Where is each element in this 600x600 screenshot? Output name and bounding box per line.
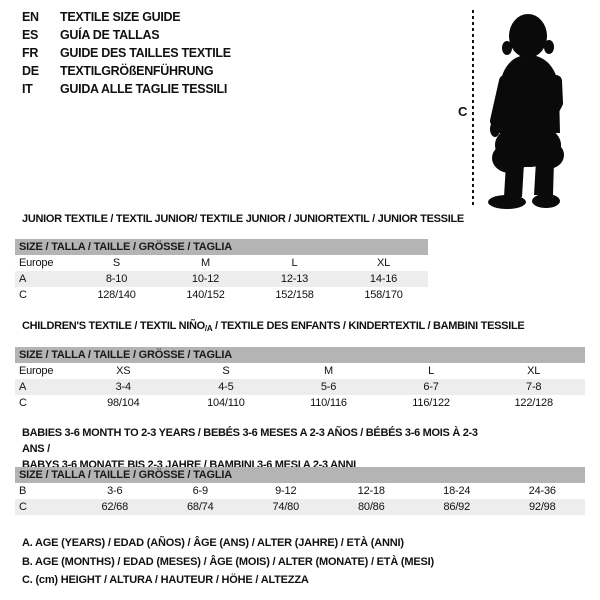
- title-text: CHILDREN'S TEXTILE / TEXTIL NIÑO: [22, 320, 205, 332]
- babies-size-table: SIZE / TALLA / TAILLE / GRÖSSE / TAGLIA …: [15, 467, 585, 515]
- table-cell: 122/128: [514, 397, 554, 409]
- table-cell: 7-8: [482, 379, 585, 395]
- note-age-years: A. AGE (YEARS) / EDAD (AÑOS) / ÂGE (ANS)…: [22, 537, 404, 549]
- row-label: B: [19, 485, 27, 497]
- childrens-size-table: SIZE / TALLA / TAILLE / GRÖSSE / TAGLIA …: [15, 347, 585, 411]
- title-text: / TEXTILE DES ENFANTS / KINDERTEXTIL / B…: [212, 320, 525, 332]
- table-cell: 80/86: [328, 499, 414, 515]
- table-row: A 8-10 10-12 12-13 14-16: [15, 271, 428, 287]
- row-label: C: [19, 289, 27, 301]
- table-cell: XL: [376, 257, 391, 269]
- row-label: C: [19, 397, 27, 409]
- language-code: ES: [22, 28, 39, 42]
- guide-title: GUIDA ALLE TAGLIE TESSILI: [60, 82, 228, 96]
- table-cell: 104/110: [207, 397, 245, 409]
- table-cell: 5-6: [277, 379, 380, 395]
- table-cell: L: [291, 257, 298, 269]
- table-cell: 110/116: [310, 397, 347, 409]
- language-row: EN TEXTILE SIZE GUIDE: [22, 8, 231, 26]
- size-header-bar: SIZE / TALLA / TAILLE / GRÖSSE / TAGLIA: [15, 239, 428, 255]
- legend-notes: A. AGE (YEARS) / EDAD (AÑOS) / ÂGE (ANS)…: [22, 534, 434, 590]
- table-cell: 68/74: [157, 499, 243, 515]
- table-cell: 12-13: [250, 271, 339, 287]
- guide-title: TEXTILE SIZE GUIDE: [60, 10, 181, 24]
- table-cell: 116/122: [412, 397, 450, 409]
- table-cell: 6-9: [192, 485, 209, 497]
- language-code: IT: [22, 82, 33, 96]
- junior-size-table: SIZE / TALLA / TAILLE / GRÖSSE / TAGLIA …: [15, 239, 428, 303]
- table-cell: 6-7: [379, 379, 483, 395]
- language-row: IT GUIDA ALLE TAGLIE TESSILI: [22, 80, 231, 98]
- table-cell: S: [112, 257, 121, 269]
- table-row: B 3-6 6-9 9-12 12-18 18-24 24-36: [15, 483, 585, 499]
- table-cell: S: [222, 365, 230, 377]
- table-cell: M: [324, 365, 333, 377]
- table-cell: 74/80: [243, 499, 329, 515]
- row-label: C: [15, 499, 72, 515]
- table-cell: 12-18: [357, 485, 385, 497]
- table-cell: 86/92: [414, 499, 500, 515]
- table-cell: 128/140: [97, 289, 136, 301]
- table-row: C 62/68 68/74 74/80 80/86 86/92 92/98: [15, 499, 585, 515]
- table-cell: 158/170: [364, 289, 403, 301]
- childrens-table-title: CHILDREN'S TEXTILE / TEXTIL NIÑO/A / TEX…: [22, 320, 525, 333]
- title-subscript: /A: [204, 324, 213, 333]
- guide-title: GUIDE DES TAILLES TEXTILE: [60, 46, 231, 60]
- table-row: Europe S M L XL: [15, 255, 428, 271]
- note-height-cm: C. (cm) HEIGHT / ALTURA / HAUTEUR / HÖHE…: [22, 574, 309, 586]
- table-cell: 18-24: [443, 485, 471, 497]
- table-cell: 98/104: [107, 397, 140, 409]
- table-cell: 4-5: [174, 379, 278, 395]
- guide-title: TEXTILGRÖßENFÜHRUNG: [60, 64, 214, 78]
- note-age-months: B. AGE (MONTHS) / EDAD (MESES) / ÂGE (MO…: [22, 555, 434, 568]
- table-cell: 3-6: [107, 485, 123, 497]
- table-cell: XS: [116, 365, 131, 377]
- row-label: Europe: [19, 257, 54, 269]
- size-header-bar: SIZE / TALLA / TAILLE / GRÖSSE / TAGLIA: [15, 347, 585, 363]
- table-cell: XL: [527, 365, 541, 377]
- babies-table-title: BABIES 3-6 MONTH TO 2-3 YEARS / BEBÉS 3-…: [22, 425, 502, 473]
- table-cell: 9-12: [275, 485, 297, 497]
- table-cell: 10-12: [161, 271, 250, 287]
- language-title-list: EN TEXTILE SIZE GUIDE ES GUÍA DE TALLAS …: [22, 8, 231, 98]
- language-code: DE: [22, 64, 39, 78]
- height-measure-label: C: [458, 104, 468, 119]
- table-cell: 24-36: [528, 485, 556, 497]
- language-code: EN: [22, 10, 39, 24]
- language-row: DE TEXTILGRÖßENFÜHRUNG: [22, 62, 231, 80]
- table-cell: 152/158: [275, 289, 314, 301]
- size-header-bar: SIZE / TALLA / TAILLE / GRÖSSE / TAGLIA: [15, 467, 585, 483]
- table-cell: 140/152: [186, 289, 225, 301]
- guide-title: GUÍA DE TALLAS: [60, 28, 160, 42]
- table-cell: 3-4: [72, 379, 175, 395]
- table-cell: L: [428, 365, 435, 377]
- title-line-1: BABIES 3-6 MONTH TO 2-3 YEARS / BEBÉS 3-…: [22, 427, 478, 455]
- row-label: A: [15, 379, 72, 395]
- table-cell: 8-10: [72, 271, 161, 287]
- table-row: C 98/104 104/110 110/116 116/122 122/128: [15, 395, 585, 411]
- table-cell: 14-16: [339, 271, 428, 287]
- table-cell: 62/68: [72, 499, 158, 515]
- table-row: C 128/140 140/152 152/158 158/170: [15, 287, 428, 303]
- table-row: Europe XS S M L XL: [15, 363, 585, 379]
- row-label: Europe: [19, 365, 54, 377]
- baby-silhouette-icon: [488, 14, 564, 209]
- table-row: A 3-4 4-5 5-6 6-7 7-8: [15, 379, 585, 395]
- table-cell: 92/98: [499, 499, 585, 515]
- row-label: A: [15, 271, 72, 287]
- table-cell: M: [201, 257, 210, 269]
- language-row: FR GUIDE DES TAILLES TEXTILE: [22, 44, 231, 62]
- height-measure-dashed-line: [472, 10, 474, 207]
- language-row: ES GUÍA DE TALLAS: [22, 26, 231, 44]
- language-code: FR: [22, 46, 39, 60]
- junior-table-title: JUNIOR TEXTILE / TEXTIL JUNIOR/ TEXTILE …: [22, 213, 464, 225]
